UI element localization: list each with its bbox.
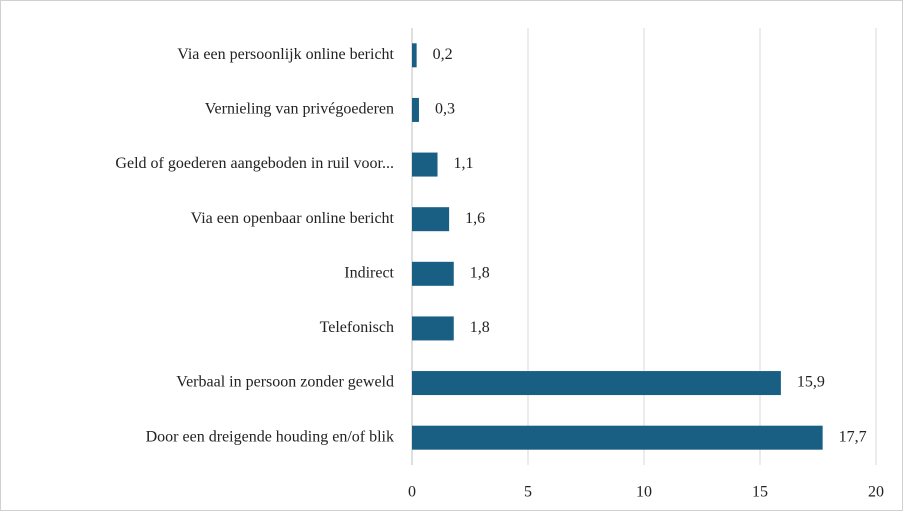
bar xyxy=(412,97,419,122)
y-tick-label: Via een openbaar online bericht xyxy=(191,210,395,227)
x-tick-label: 15 xyxy=(752,484,768,501)
y-tick-label: Door een dreigende houding en/of blik xyxy=(146,428,394,445)
data-label: 1,8 xyxy=(470,319,490,336)
data-label: 1,6 xyxy=(465,210,485,227)
x-tick-label: 10 xyxy=(636,484,652,501)
data-label: 17,7 xyxy=(839,428,867,445)
x-tick-label: 20 xyxy=(868,484,884,501)
bar xyxy=(412,425,823,450)
bar xyxy=(412,261,454,286)
y-tick-label: Vernieling van privégoederen xyxy=(205,101,394,118)
y-tick-label: Indirect xyxy=(344,264,394,281)
bar xyxy=(412,371,781,396)
data-label: 1,1 xyxy=(454,155,474,172)
data-label: 0,2 xyxy=(433,46,453,63)
x-tick-label: 0 xyxy=(408,484,416,501)
x-tick-label: 5 xyxy=(524,484,532,501)
bar xyxy=(412,152,438,177)
y-tick-label: Via een persoonlijk online bericht xyxy=(177,46,394,63)
data-label: 1,8 xyxy=(470,264,490,281)
y-tick-label: Telefonisch xyxy=(320,319,394,336)
y-tick-label: Geld of goederen aangeboden in ruil voor… xyxy=(115,155,394,172)
bar xyxy=(412,316,454,341)
y-tick-label: Verbaal in persoon zonder geweld xyxy=(176,374,394,391)
bar xyxy=(412,43,417,68)
bar xyxy=(412,207,450,232)
data-label: 0,3 xyxy=(435,101,455,118)
data-label: 15,9 xyxy=(797,374,825,391)
